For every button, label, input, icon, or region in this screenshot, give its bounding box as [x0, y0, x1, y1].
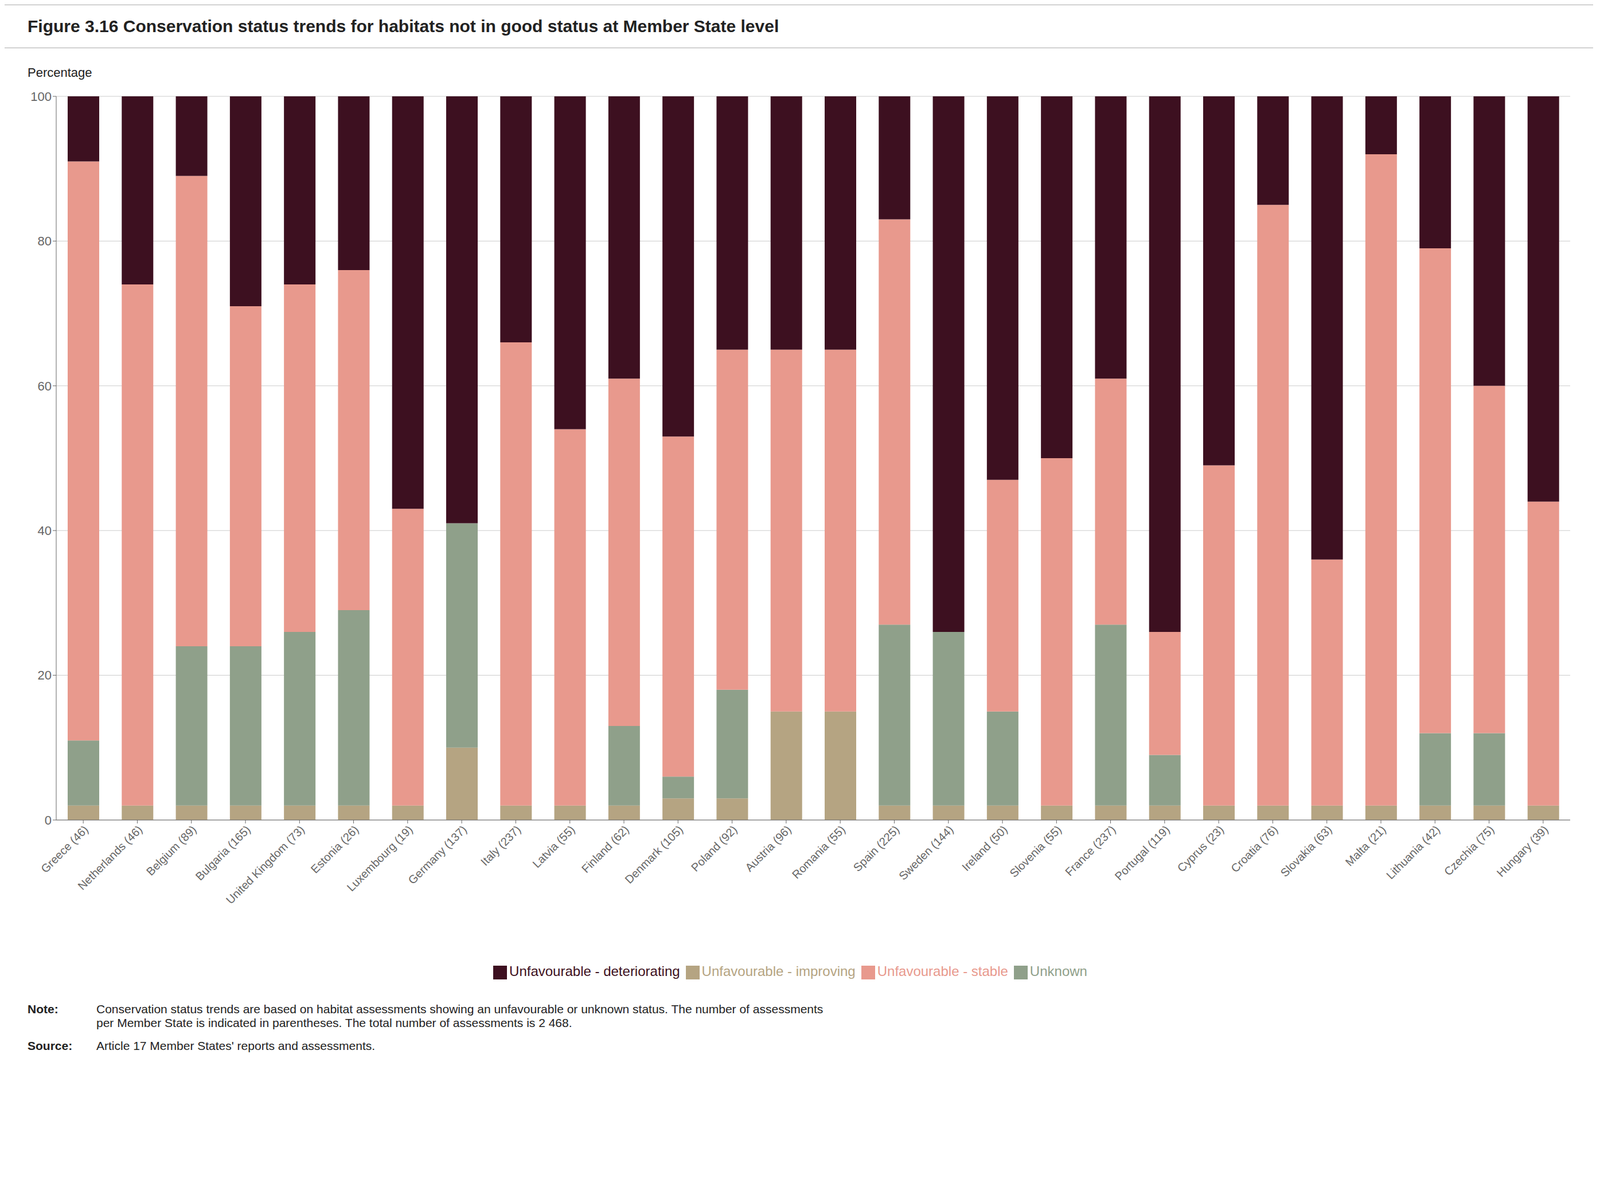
- html-text:Source:: Source:: [27, 1039, 73, 1053]
- svg-text:Ireland (50): Ireland (50): [959, 822, 1010, 874]
- svg-text:Netherlands (46): Netherlands (46): [75, 822, 145, 893]
- svg-text:Luxembourg (19): Luxembourg (19): [344, 822, 415, 894]
- svg-text:Bulgaria (165): Bulgaria (165): [192, 822, 253, 883]
- svg-text:Finland (62): Finland (62): [579, 822, 632, 876]
- svg-text:United Kingdom (73): United Kingdom (73): [223, 822, 307, 907]
- svg-text:Lithuania (42): Lithuania (42): [1383, 822, 1443, 882]
- svg-text:Romania (55): Romania (55): [789, 822, 848, 881]
- svg-text:Italy (237): Italy (237): [478, 822, 524, 868]
- svg-text:0: 0: [44, 813, 52, 828]
- svg-text:Slovakia (63): Slovakia (63): [1277, 822, 1334, 880]
- svg-text:Spain (225): Spain (225): [851, 822, 903, 874]
- svg-text:Hungary (39): Hungary (39): [1494, 822, 1551, 880]
- svg-text:100: 100: [30, 89, 52, 104]
- svg-text:Slovenia (55): Slovenia (55): [1007, 822, 1064, 880]
- svg-text:France (237): France (237): [1062, 822, 1119, 879]
- svg-text:Croatia (76): Croatia (76): [1228, 822, 1280, 875]
- svg-text:Latvia (55): Latvia (55): [529, 822, 577, 870]
- html-text:Unfavourable - stable: Unfavourable - stable: [877, 963, 1009, 979]
- svg-text:Austria (96): Austria (96): [742, 822, 794, 874]
- svg-text:Belgium (89): Belgium (89): [143, 822, 199, 878]
- svg-text:Poland (92): Poland (92): [688, 822, 740, 874]
- svg-text:Estonia (26): Estonia (26): [308, 822, 362, 876]
- svg-text:Sweden (144): Sweden (144): [896, 822, 956, 883]
- html-text:Percentage: Percentage: [27, 65, 93, 80]
- svg-text:40: 40: [37, 523, 52, 538]
- svg-text:80: 80: [37, 233, 52, 249]
- html-text:Unfavourable - deteriorating: Unfavourable - deteriorating: [509, 963, 680, 979]
- html-text:Article 17 Member States' repo: Article 17 Member States' reports and as…: [96, 1039, 376, 1053]
- html-text:Note:: Note:: [27, 1002, 59, 1016]
- svg-text:60: 60: [37, 379, 52, 394]
- svg-text:Czechia (75): Czechia (75): [1441, 822, 1497, 878]
- html-text:Figure 3.16 Conservation statu: Figure 3.16 Conservation status trends f…: [27, 16, 779, 36]
- html-text:Conservation status trends are: Conservation status trends are based on …: [96, 1002, 824, 1030]
- svg-text:Portugal (119): Portugal (119): [1112, 822, 1173, 883]
- svg-text:Malta (21): Malta (21): [1343, 822, 1389, 869]
- svg-text:20: 20: [37, 668, 52, 683]
- svg-text:Denmark (105): Denmark (105): [622, 822, 686, 887]
- svg-text:Cyprus (23): Cyprus (23): [1175, 822, 1227, 874]
- html-text:Unknown: Unknown: [1029, 963, 1088, 979]
- svg-text:Germany (137): Germany (137): [405, 822, 470, 887]
- svg-text:Greece (46): Greece (46): [38, 822, 91, 876]
- html-text:Unfavourable - improving: Unfavourable - improving: [701, 963, 856, 979]
